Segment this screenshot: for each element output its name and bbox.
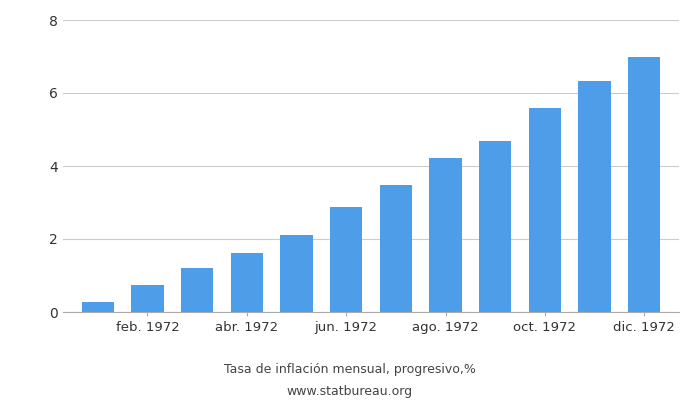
Bar bbox=[379, 185, 412, 312]
Bar bbox=[132, 285, 164, 312]
Text: Tasa de inflación mensual, progresivo,%: Tasa de inflación mensual, progresivo,% bbox=[224, 364, 476, 376]
Bar bbox=[628, 56, 660, 312]
Bar bbox=[82, 302, 114, 312]
Bar bbox=[181, 268, 214, 312]
Bar bbox=[429, 158, 462, 312]
Bar bbox=[578, 81, 610, 312]
Bar bbox=[280, 235, 313, 312]
Bar bbox=[528, 108, 561, 312]
Bar bbox=[479, 141, 511, 312]
Bar bbox=[231, 253, 263, 312]
Text: www.statbureau.org: www.statbureau.org bbox=[287, 385, 413, 398]
Bar bbox=[330, 207, 363, 312]
